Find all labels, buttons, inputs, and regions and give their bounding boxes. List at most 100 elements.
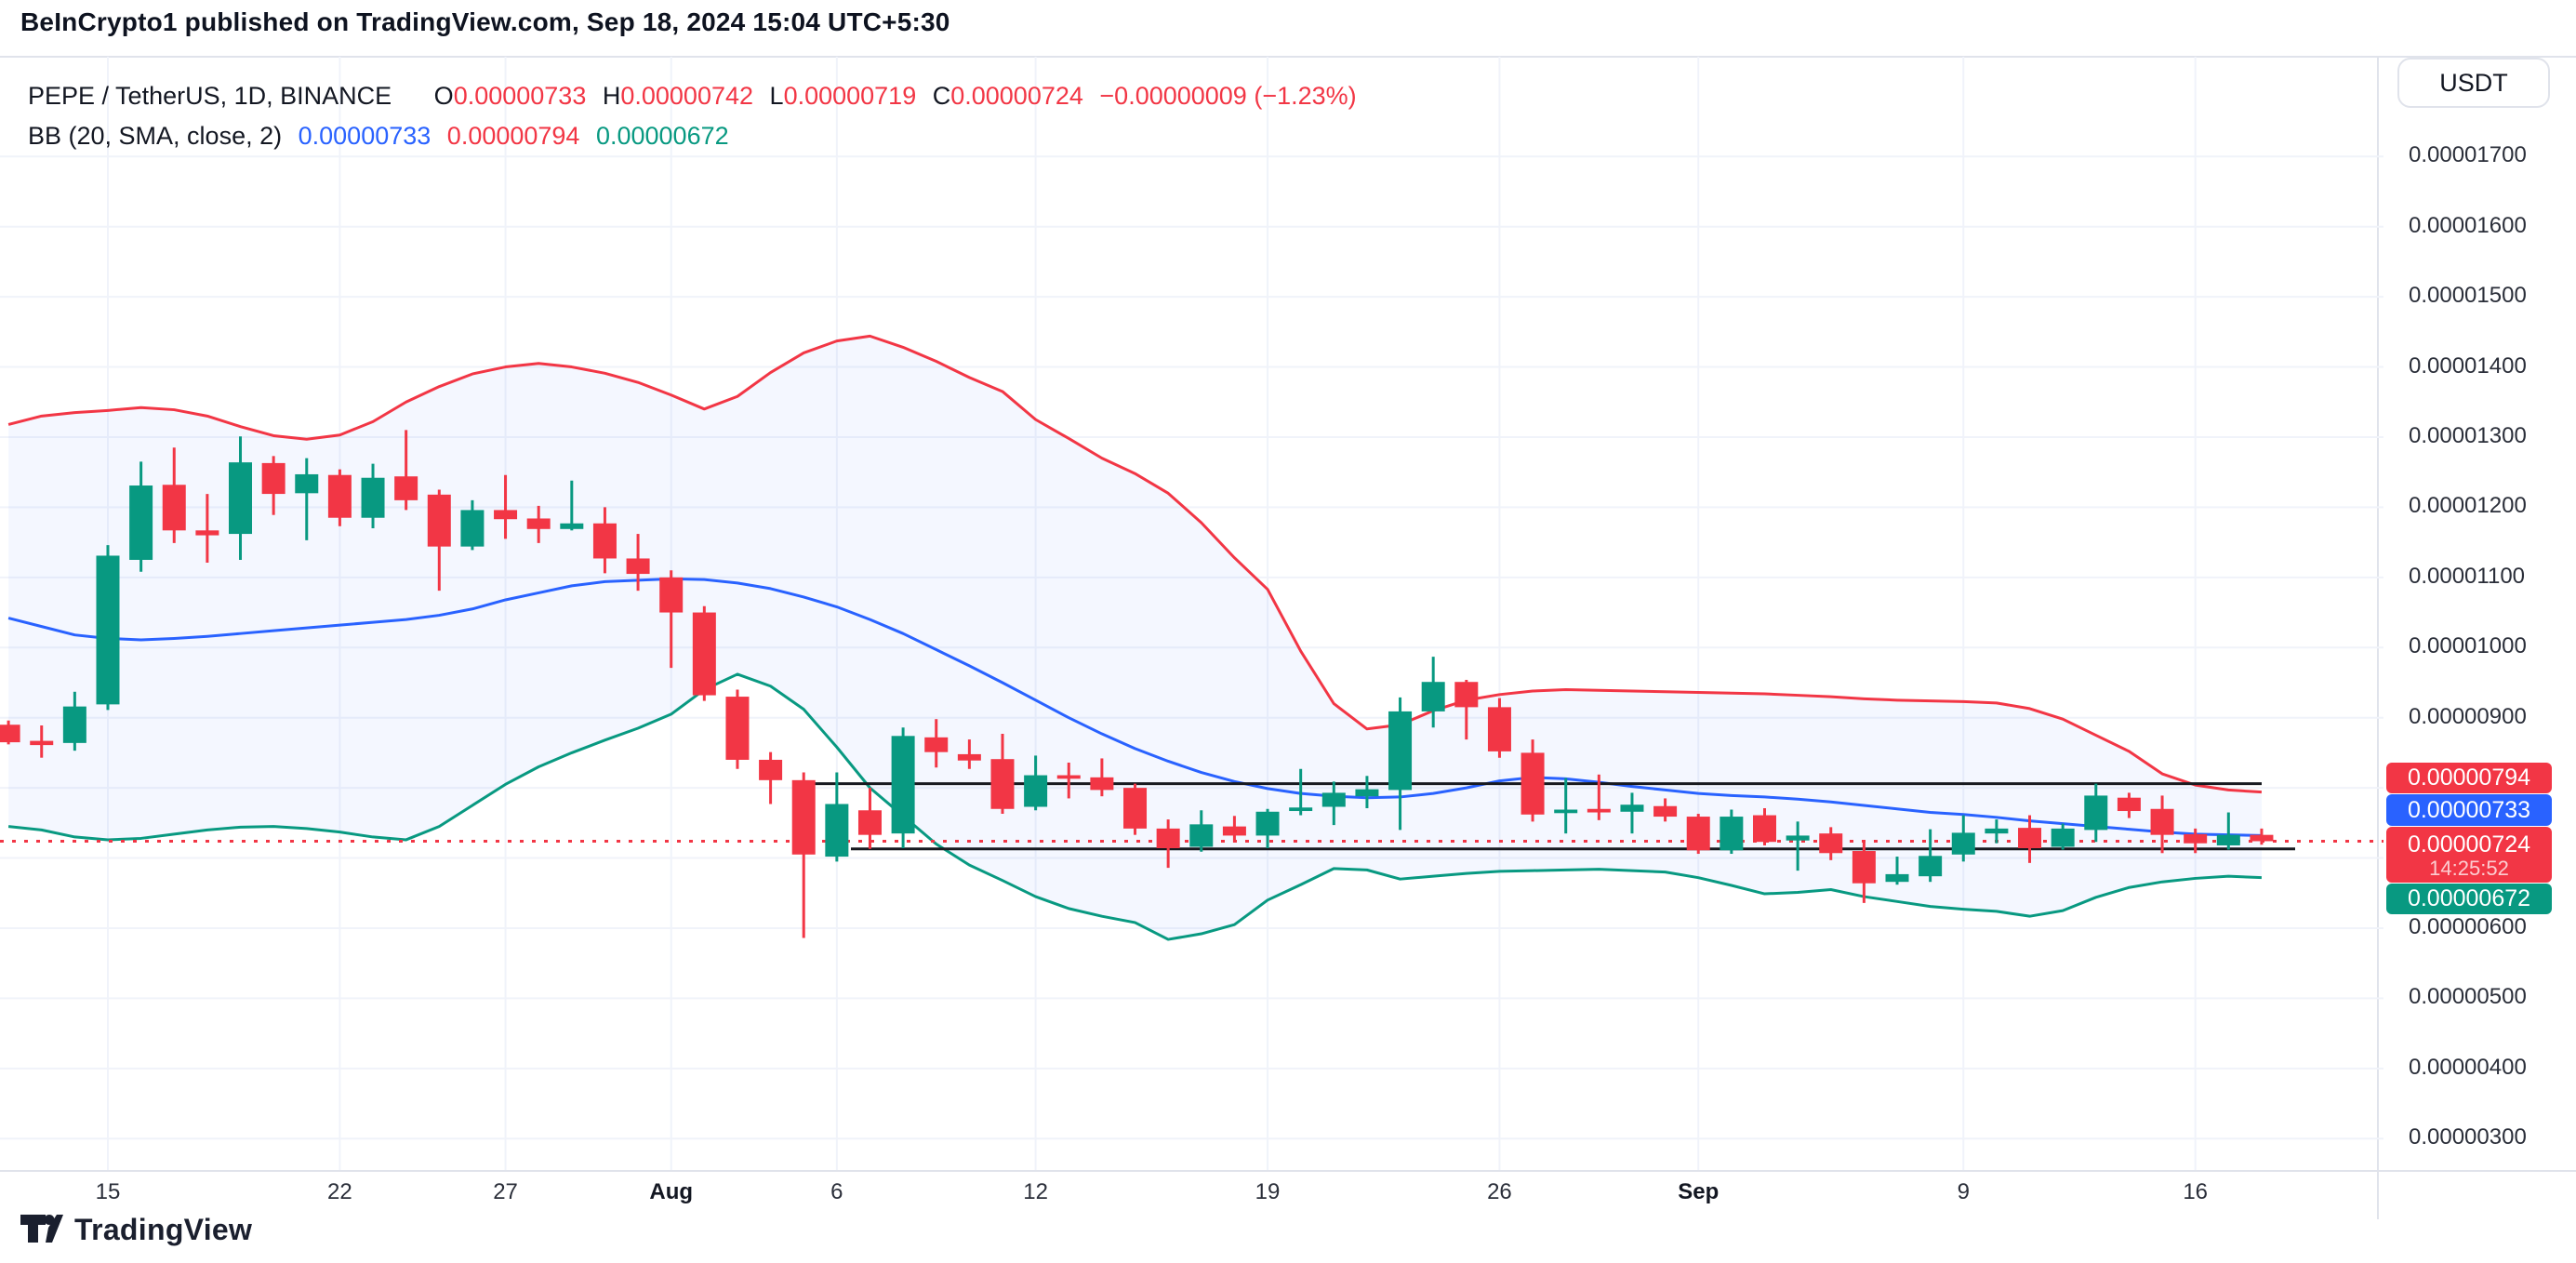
candle <box>1819 827 1843 860</box>
candle <box>129 461 153 572</box>
candle <box>1222 816 1246 843</box>
ohlc-close-value: 0.00000724 <box>950 82 1083 110</box>
legend-symbol-row[interactable]: PEPE / TetherUS, 1D, BINANCE O0.00000733… <box>28 82 1366 111</box>
candle-body <box>1951 832 1975 855</box>
candle-body <box>427 494 451 547</box>
candle <box>1620 792 1644 834</box>
candle-body <box>725 697 750 760</box>
candle-body <box>1255 811 1280 836</box>
candle <box>1289 768 1313 816</box>
candle <box>990 734 1015 815</box>
candle <box>30 725 54 758</box>
candle-body <box>1189 824 1214 847</box>
candle-body <box>990 759 1015 809</box>
candle <box>1355 776 1379 809</box>
candle <box>924 719 949 768</box>
candle <box>560 480 584 531</box>
time-tick-label: 9 <box>1957 1179 1970 1204</box>
price-tick-label: 0.00001000 <box>2409 633 2527 659</box>
time-axis-border <box>0 1170 2576 1172</box>
price-tick-label: 0.00001600 <box>2409 212 2527 238</box>
candle-body <box>2150 808 2174 835</box>
candle <box>1587 774 1611 820</box>
candle-body <box>2117 797 2141 812</box>
candle-body <box>791 779 816 855</box>
candle <box>460 499 485 551</box>
price-tick-label: 0.00001300 <box>2409 422 2527 448</box>
time-tick-label: 26 <box>1487 1179 1512 1204</box>
candle <box>195 494 219 563</box>
price-tick-label: 0.00001100 <box>2409 563 2526 589</box>
candle <box>1156 819 1180 869</box>
candle-body <box>1885 873 1909 883</box>
candle-body <box>1587 808 1611 813</box>
currency-toggle-usdt[interactable]: USDT <box>2397 58 2550 108</box>
candle <box>229 436 253 560</box>
candle <box>759 751 783 804</box>
time-tick-label: Sep <box>1678 1179 1720 1204</box>
candle <box>1487 698 1511 758</box>
candle <box>1520 739 1545 822</box>
candle-body <box>560 523 584 529</box>
candle-body <box>494 510 518 520</box>
price-tick-label: 0.00001500 <box>2409 283 2527 309</box>
tradingview-logo-text[interactable]: TradingView <box>74 1212 253 1246</box>
candle <box>1752 808 1776 845</box>
candlestick-plot[interactable] <box>0 0 2383 1263</box>
candle-body <box>1686 817 1710 851</box>
candle-body <box>924 737 949 752</box>
price-tick-label: 0.00000300 <box>2409 1124 2527 1150</box>
time-tick-label: Aug <box>649 1179 694 1204</box>
candle-body <box>460 510 485 547</box>
candle <box>1653 798 1678 822</box>
bb-upper-value: 0.00000794 <box>446 122 580 150</box>
candle <box>592 507 617 574</box>
footer: TradingView <box>20 1211 252 1248</box>
candle-body <box>1520 752 1545 815</box>
time-tick-label: 12 <box>1023 1179 1048 1204</box>
candle <box>162 447 186 543</box>
candle-body <box>129 485 153 560</box>
tradingview-logo-icon[interactable] <box>20 1211 63 1248</box>
candles-group <box>0 430 2274 938</box>
time-tick-label: 15 <box>95 1179 121 1204</box>
candle-body <box>759 759 783 780</box>
candle <box>2150 795 2174 854</box>
legend-indicator-row[interactable]: BB (20, SMA, close, 2) 0.00000733 0.0000… <box>28 122 738 151</box>
candle-body <box>526 518 551 529</box>
candle-body <box>659 577 684 613</box>
candle <box>261 456 285 515</box>
price-tick-label: 0.00000900 <box>2409 703 2527 729</box>
candle <box>1720 809 1744 855</box>
grid-lines <box>0 57 2383 1170</box>
candle <box>1388 697 1413 831</box>
candle-body <box>857 810 882 835</box>
candle-body <box>1653 805 1678 818</box>
candle-body <box>692 612 716 696</box>
candle-body <box>1289 807 1313 812</box>
price-tick-label: 0.00001700 <box>2409 142 2527 168</box>
bb-indicator-label[interactable]: BB (20, SMA, close, 2) <box>28 122 283 150</box>
price-badge-value: 0.00000794 <box>2407 764 2531 791</box>
candle <box>2117 792 2141 818</box>
candle-body <box>592 523 617 559</box>
ohlc-low-label: L <box>769 82 784 110</box>
candle-body <box>2250 834 2274 842</box>
countdown-timer: 14:25:52 <box>2429 857 2509 880</box>
candle-body <box>162 485 186 531</box>
time-tick-label: 27 <box>493 1179 518 1204</box>
candle-body <box>957 753 981 761</box>
candle-body <box>1919 856 1943 877</box>
candle-body <box>1454 682 1479 708</box>
candle <box>2216 812 2240 850</box>
candle <box>2051 823 2075 850</box>
candle-body <box>229 462 253 535</box>
price-tick-label: 0.00000600 <box>2409 913 2527 939</box>
price-axis-border <box>2377 57 2379 1219</box>
ohlc-open-label: O <box>433 82 454 110</box>
symbol-title[interactable]: PEPE / TetherUS, 1D, BINANCE <box>28 82 392 110</box>
candle <box>1056 762 1081 799</box>
time-tick-label: 6 <box>830 1179 843 1204</box>
candle <box>62 691 86 751</box>
